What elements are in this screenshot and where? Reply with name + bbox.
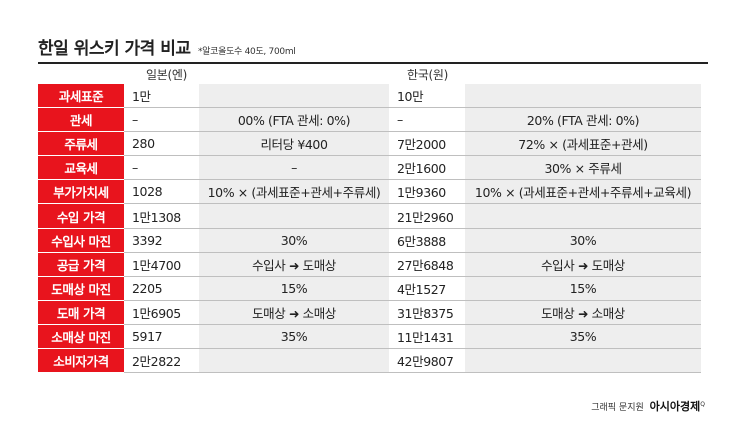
credit-text: 그래픽 문지원 [591,403,644,413]
page-title: 한일 위스키 가격 비교 *알코올도수 40도, 700ml [38,34,296,59]
row-label: 수입 가격 [38,203,124,229]
table-row: 도매상 마진 2205 15% 4만1527 15% [38,276,701,301]
row-label: 소매상 마진 [38,324,124,350]
row-label: 교육세 [38,155,124,181]
japan-calculation: 35% [199,324,389,350]
row-label: 도매 가격 [38,300,124,325]
japan-calculation: 15% [199,276,389,301]
japan-value: 1028 [124,179,199,205]
column-header-japan: 일본(엔) [146,68,187,82]
brand-mark: Q [700,401,705,408]
korea-calculation [465,203,701,229]
korea-value: 10만 [389,84,465,109]
table-row: 수입 가격 1만1308 21만2960 [38,203,701,229]
title-bar: 한일 위스키 가격 비교 *알코올도수 40도, 700ml [38,34,708,64]
korea-value: 6만3888 [389,228,465,253]
japan-value: 1만6905 [124,300,199,325]
table-row: 부가가치세 1028 10% × (과세표준+관세+주류세) 1만9360 10% × … [38,179,701,205]
japan-calculation: 30% [199,228,389,253]
korea-calculation: 72% × (과세표준+관세) [465,131,701,157]
title-text: 한일 위스키 가격 비교 [38,39,191,59]
row-label: 소비자가격 [38,348,124,374]
table-row: 과세표준 1만 10만 [38,84,701,109]
japan-value: 2만2822 [124,348,199,374]
row-label: 수입사 마진 [38,228,124,253]
japan-calculation: 도매상 ➜ 소매상 [199,300,389,325]
japan-value: 1만1308 [124,203,199,229]
korea-calculation: 도매상 ➜ 소매상 [465,300,701,325]
japan-calculation [199,84,389,109]
table-row: 소매상 마진 5917 35% 11만1431 35% [38,324,701,350]
row-label: 공급 가격 [38,252,124,277]
row-label: 관세 [38,107,124,133]
korea-calculation: 35% [465,324,701,350]
japan-value: – [124,107,199,133]
korea-value: 11만1431 [389,324,465,350]
japan-value: 5917 [124,324,199,350]
table-row: 수입사 마진 3392 30% 6만3888 30% [38,228,701,253]
korea-calculation [465,84,701,109]
table-row: 도매 가격 1만6905 도매상 ➜ 소매상 31만8375 도매상 ➜ 소매상 [38,300,701,325]
korea-calculation: 10% × (과세표준+관세+주류세+교육세) [465,179,701,205]
japan-calculation: – [199,155,389,181]
japan-calculation [199,203,389,229]
korea-value: 2만1600 [389,155,465,181]
japan-calculation [199,348,389,374]
brand-logo: 아시아경제 [649,400,701,413]
korea-value: 42만9807 [389,348,465,374]
row-label: 주류세 [38,131,124,157]
japan-value: 2205 [124,276,199,301]
japan-value: – [124,155,199,181]
row-label: 과세표준 [38,84,124,109]
price-comparison-table: 과세표준 1만 10만 관세 –00% (FTA 관세: 0%) –20% (FTA 관세… [38,84,701,374]
korea-calculation: 15% [465,276,701,301]
table-row: 교육세 – –2만1600 30% × 주류세 [38,155,701,181]
korea-value: – [389,107,465,133]
korea-value: 21만2960 [389,203,465,229]
credit: 그래픽 문지원 아시아경제Q [591,398,705,414]
japan-calculation: 10% × (과세표준+관세+주류세) [199,179,389,205]
column-header-korea: 한국(원) [407,68,448,82]
korea-calculation: 30% [465,228,701,253]
japan-calculation: 리터당 ¥400 [199,131,389,157]
korea-value: 27만6848 [389,252,465,277]
korea-value: 4만1527 [389,276,465,301]
table-row: 공급 가격 1만4700 수입사 ➜ 도매상 27만6848 수입사 ➜ 도매상 [38,252,701,277]
japan-calculation: 수입사 ➜ 도매상 [199,252,389,277]
japan-value: 280 [124,131,199,157]
korea-calculation: 수입사 ➜ 도매상 [465,252,701,277]
row-label: 도매상 마진 [38,276,124,301]
row-label: 부가가치세 [38,179,124,205]
korea-calculation [465,348,701,374]
japan-value: 1만 [124,84,199,109]
korea-calculation: 30% × 주류세 [465,155,701,181]
table-row: 주류세 280 리터당 ¥400 7만2000 72% × (과세표준+관세) [38,131,701,157]
japan-value: 1만4700 [124,252,199,277]
japan-value: 3392 [124,228,199,253]
korea-value: 7만2000 [389,131,465,157]
korea-calculation: 20% (FTA 관세: 0%) [465,107,701,133]
korea-value: 31만8375 [389,300,465,325]
subtitle: *알코올도수 40도, 700ml [197,47,296,57]
japan-calculation: 00% (FTA 관세: 0%) [199,107,389,133]
table-row: 소비자가격 2만2822 42만9807 [38,348,701,374]
table-row: 관세 –00% (FTA 관세: 0%) –20% (FTA 관세: 0%) [38,107,701,133]
korea-value: 1만9360 [389,179,465,205]
